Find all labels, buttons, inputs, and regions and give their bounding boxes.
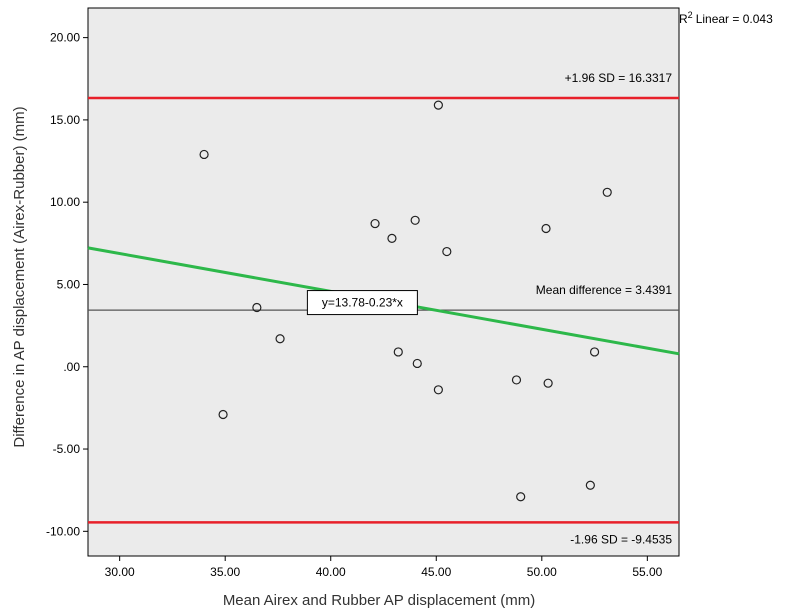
data-point bbox=[433, 100, 443, 110]
data-point bbox=[543, 378, 553, 388]
r2-annotation: R2 Linear = 0.043 bbox=[679, 10, 773, 26]
x-tick-label: 50.00 bbox=[527, 565, 557, 579]
data-point bbox=[410, 215, 420, 225]
fit-equation-box: y=13.78-0.23*x bbox=[306, 290, 418, 316]
data-point bbox=[412, 358, 422, 369]
data-point bbox=[387, 233, 397, 243]
data-point bbox=[433, 385, 443, 395]
x-tick-label: 35.00 bbox=[210, 565, 240, 579]
reference-line-label-2: -1.96 SD = -9.4535 bbox=[570, 532, 672, 546]
data-point bbox=[602, 187, 612, 197]
plot-area bbox=[87, 7, 680, 557]
data-point bbox=[275, 334, 285, 344]
data-points bbox=[199, 100, 612, 502]
data-point bbox=[589, 347, 600, 357]
y-axis-ticks: 20.00 15.00 10.00 5.00 .00 -5.00 -10.00 bbox=[46, 31, 88, 538]
y-tick-label: .00 bbox=[63, 360, 80, 374]
data-point bbox=[541, 223, 551, 234]
x-axis-ticks: 30.00 35.00 40.00 45.00 50.00 55.00 bbox=[105, 556, 663, 579]
data-point bbox=[218, 409, 228, 420]
data-point bbox=[442, 246, 452, 257]
data-point bbox=[511, 375, 522, 385]
y-tick-label: 5.00 bbox=[57, 277, 81, 291]
x-tick-label: 45.00 bbox=[421, 565, 451, 579]
y-tick-label: 15.00 bbox=[50, 113, 80, 127]
x-tick-label: 40.00 bbox=[316, 565, 346, 579]
y-tick-label: 20.00 bbox=[50, 31, 80, 45]
y-axis-title: Difference in AP displacement (Airex-Rub… bbox=[11, 106, 28, 447]
data-point bbox=[370, 218, 380, 229]
fit-equation-box-frame bbox=[306, 290, 418, 316]
reference-line-label-1: Mean difference = 3.4391 bbox=[536, 283, 673, 297]
x-axis-title: Mean Airex and Rubber AP displacement (m… bbox=[223, 592, 535, 609]
y-tick-label: -5.00 bbox=[53, 442, 81, 456]
data-point bbox=[252, 302, 262, 313]
data-point bbox=[516, 492, 526, 502]
x-tick-label: 55.00 bbox=[632, 565, 662, 579]
data-point bbox=[199, 149, 209, 160]
y-tick-label: -10.00 bbox=[46, 524, 80, 538]
fit-equation-label: y=13.78-0.23*x bbox=[322, 296, 403, 310]
data-point bbox=[393, 347, 403, 357]
y-tick-label: 10.00 bbox=[50, 195, 80, 209]
data-point bbox=[585, 480, 595, 490]
x-tick-label: 30.00 bbox=[105, 565, 135, 579]
reference-line-label-0: +1.96 SD = 16.3317 bbox=[565, 71, 673, 85]
